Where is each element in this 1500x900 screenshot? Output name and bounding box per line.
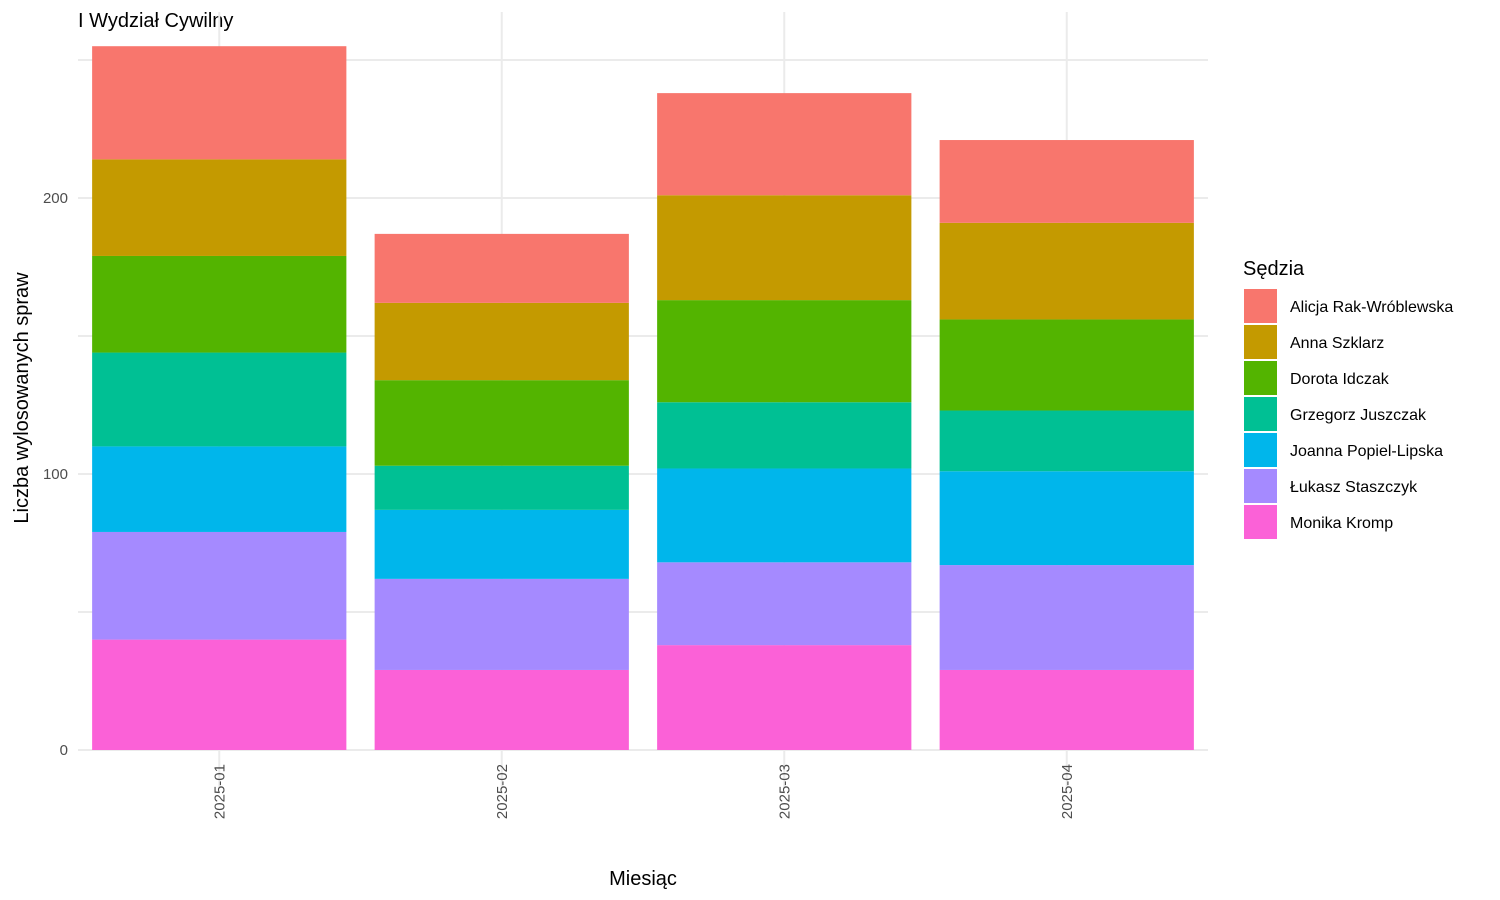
y-tick-label: 0 bbox=[60, 742, 68, 759]
bar-segment bbox=[657, 468, 912, 563]
legend-key bbox=[1244, 433, 1277, 467]
x-axis-title: Miesiąc bbox=[609, 868, 677, 890]
bar-segment bbox=[657, 93, 912, 196]
bar-segment bbox=[657, 300, 912, 403]
legend-label: Alicja Rak-Wróblewska bbox=[1290, 299, 1453, 316]
bar-segment bbox=[92, 159, 347, 256]
bar-segment bbox=[92, 639, 347, 750]
legend-key bbox=[1244, 325, 1277, 359]
x-axis-ticks: 2025-01 2025-02 2025-03 2025-04 bbox=[211, 764, 1076, 819]
x-tick-label: 2025-03 bbox=[776, 764, 793, 819]
bar-segment bbox=[374, 669, 629, 750]
bar-segment bbox=[92, 352, 347, 447]
bars bbox=[92, 46, 1194, 750]
legend-key bbox=[1244, 289, 1277, 323]
bar-segment bbox=[939, 319, 1194, 411]
legend-items: Alicja Rak-Wróblewska Anna Szklarz Dorota … bbox=[1244, 289, 1453, 539]
legend-label: Łukasz Staszczyk bbox=[1290, 479, 1418, 496]
bar-segment bbox=[657, 195, 912, 301]
bar-segment bbox=[939, 471, 1194, 566]
legend-label: Grzegorz Juszczak bbox=[1290, 407, 1427, 424]
bar-segment bbox=[374, 302, 629, 381]
legend-label: Monika Kromp bbox=[1290, 515, 1393, 532]
legend-label: Anna Szklarz bbox=[1290, 335, 1384, 352]
bar-segment bbox=[657, 562, 912, 646]
bar-segment bbox=[374, 233, 629, 303]
bar-segment bbox=[939, 410, 1194, 472]
legend-label: Dorota Idczak bbox=[1290, 371, 1390, 388]
bar-segment bbox=[939, 669, 1194, 750]
x-tick-label: 2025-02 bbox=[494, 764, 511, 819]
legend-label: Joanna Popiel-Lipska bbox=[1290, 443, 1443, 460]
bar-segment bbox=[92, 531, 347, 640]
legend: Sędzia Alicja Rak-Wróblewska Anna Szklarz… bbox=[1243, 258, 1453, 539]
legend-key bbox=[1244, 397, 1277, 431]
y-axis-title: Liczba wylosowanych spraw bbox=[11, 272, 33, 524]
bar-segment bbox=[92, 446, 347, 532]
bar-segment bbox=[92, 46, 347, 160]
bar-segment bbox=[374, 465, 629, 510]
bar-segment bbox=[374, 380, 629, 466]
bar-segment bbox=[374, 509, 629, 579]
bar-segment bbox=[657, 645, 912, 750]
bar-segment bbox=[939, 140, 1194, 223]
bar-segment bbox=[92, 255, 347, 353]
y-axis-ticks: 0 100 200 bbox=[43, 190, 68, 759]
chart-title: I Wydział Cywilny bbox=[78, 10, 233, 32]
bar-segment bbox=[939, 565, 1194, 670]
y-tick-label: 100 bbox=[43, 466, 68, 483]
legend-key bbox=[1244, 505, 1277, 539]
y-tick-label: 200 bbox=[43, 190, 68, 207]
legend-title: Sędzia bbox=[1243, 258, 1305, 280]
bar-segment bbox=[657, 402, 912, 469]
bar-segment bbox=[939, 222, 1194, 320]
legend-key bbox=[1244, 469, 1277, 503]
x-tick-label: 2025-01 bbox=[211, 764, 228, 819]
bar-segment bbox=[374, 578, 629, 670]
x-tick-label: 2025-04 bbox=[1059, 764, 1076, 819]
legend-key bbox=[1244, 361, 1277, 395]
